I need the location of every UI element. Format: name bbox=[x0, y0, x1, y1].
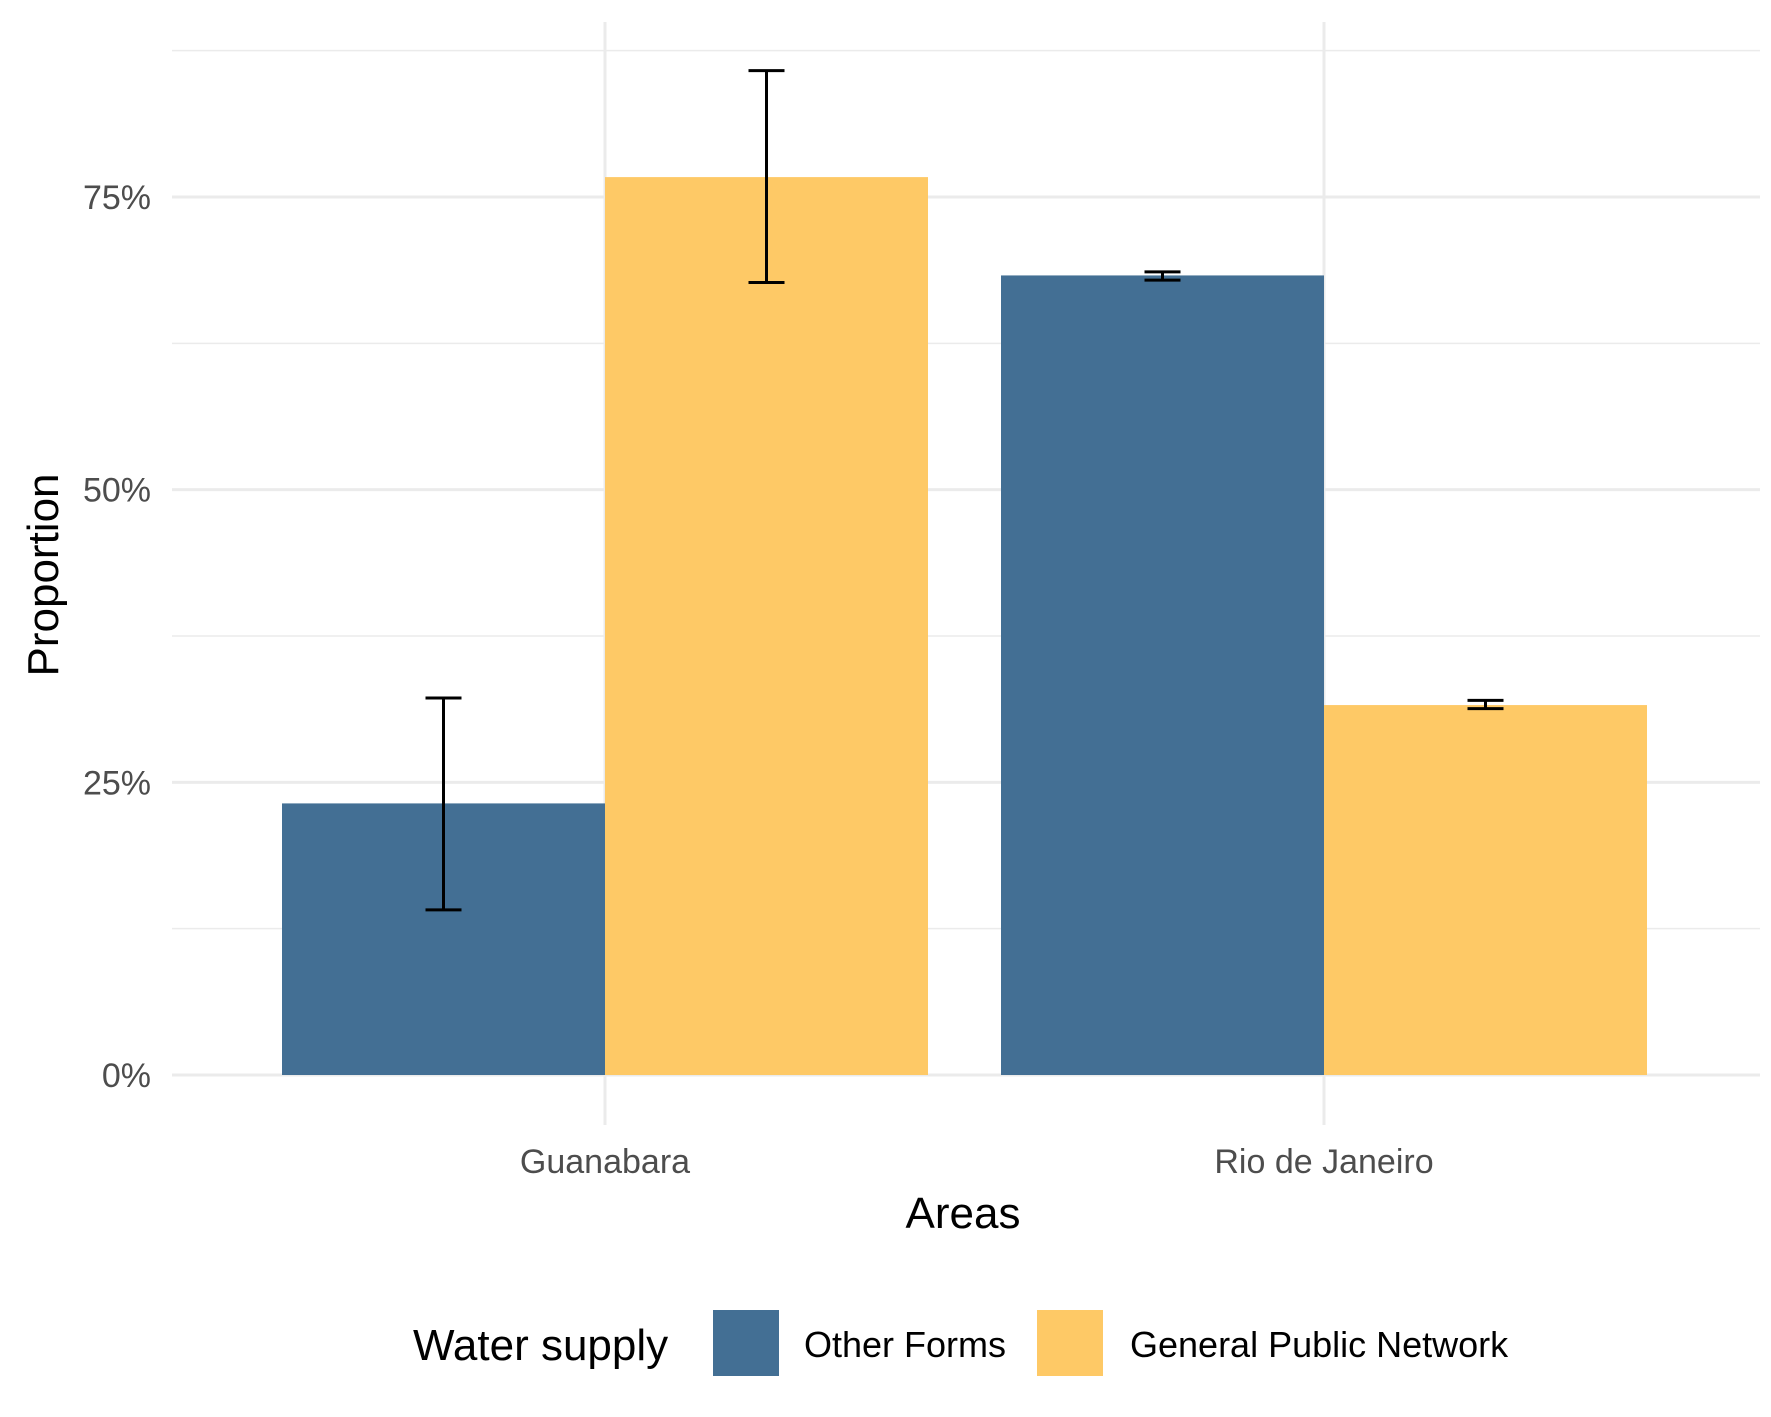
legend-label: General Public Network bbox=[1130, 1324, 1509, 1365]
error-bar bbox=[1144, 270, 1181, 282]
error-bars bbox=[425, 69, 1504, 912]
legend: Water supply Other Forms General Public N… bbox=[413, 1310, 1509, 1376]
bar-general-public-network-guanabara bbox=[605, 177, 928, 1076]
error-bar bbox=[1467, 698, 1504, 711]
x-axis-title: Areas bbox=[906, 1189, 1021, 1238]
legend-label: Other Forms bbox=[804, 1324, 1006, 1365]
y-tick-label: 0% bbox=[102, 1057, 151, 1095]
legend-item: Other Forms bbox=[713, 1310, 1006, 1376]
y-axis-tick-labels: 0% 25% 50% 75% bbox=[83, 179, 151, 1095]
legend-key bbox=[1037, 1310, 1103, 1376]
error-bar bbox=[748, 69, 785, 284]
y-tick-label: 50% bbox=[83, 472, 151, 510]
y-tick-label: 25% bbox=[83, 764, 151, 802]
y-tick-label: 75% bbox=[83, 179, 151, 217]
legend-key bbox=[713, 1310, 779, 1376]
error-bar bbox=[425, 696, 462, 912]
x-tick-label: Rio de Janeiro bbox=[1214, 1143, 1433, 1181]
x-axis-tick-labels: Guanabara Rio de Janeiro bbox=[520, 1143, 1434, 1181]
legend-item: General Public Network bbox=[1037, 1310, 1509, 1376]
x-tick-label: Guanabara bbox=[520, 1143, 690, 1181]
bar-general-public-network-rio-de-janeiro bbox=[1324, 705, 1647, 1075]
bar-other-forms-rio-de-janeiro bbox=[1001, 275, 1324, 1075]
legend-title: Water supply bbox=[413, 1321, 668, 1370]
bars bbox=[282, 177, 1647, 1076]
y-axis-title: Proportion bbox=[19, 473, 68, 676]
